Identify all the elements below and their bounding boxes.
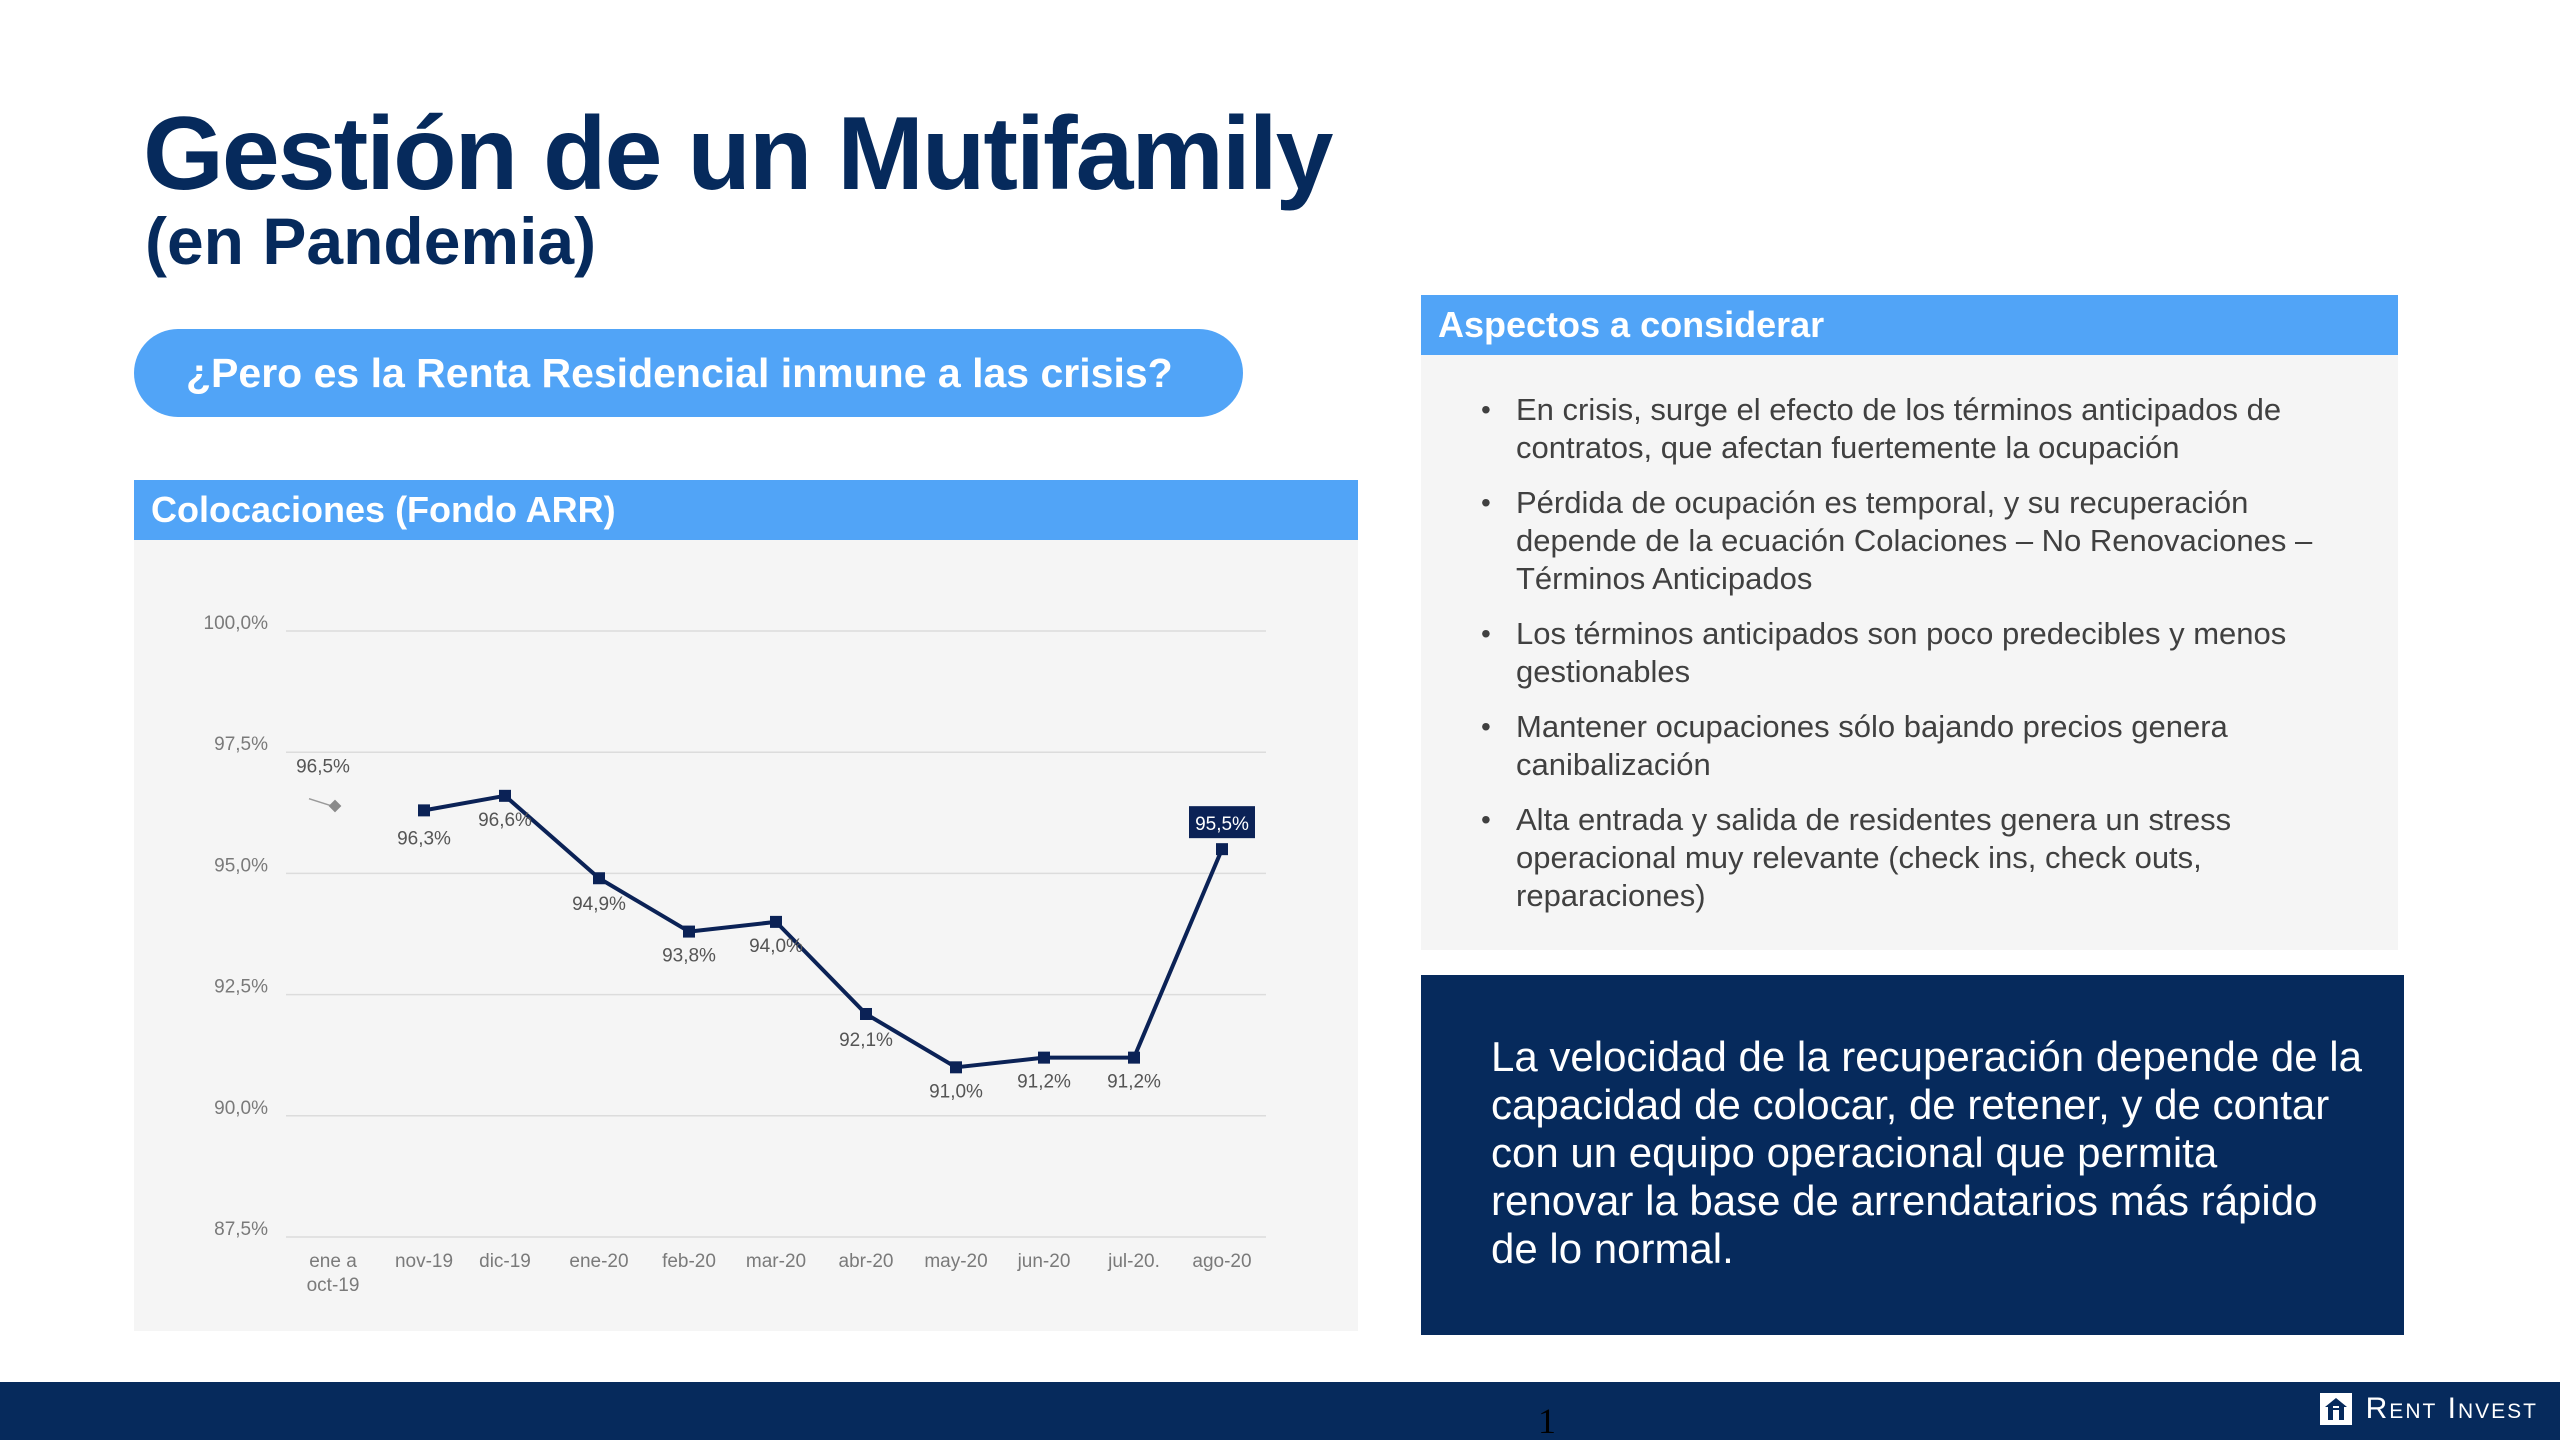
callout-text: La velocidad de la recuperación depende … (1491, 1033, 2362, 1272)
bullet-icon: • (1481, 394, 1491, 425)
aspects-item: • Alta entrada y salida de residentes gen… (1481, 802, 2232, 913)
x-tick-label: nov-19 (395, 1251, 453, 1272)
data-point (499, 789, 511, 802)
aspects-item: • En crisis, surge el efecto de los térmi… (1481, 392, 2282, 465)
data-point (328, 799, 342, 813)
x-tick-label: abr-20 (839, 1251, 894, 1272)
bullet-icon: • (1481, 618, 1491, 649)
data-label: 91,0% (929, 1081, 983, 1102)
x-tick-label: mar-20 (746, 1251, 806, 1272)
page-number: 1 (1538, 1401, 1556, 1441)
page-title: Gestión de un Mutifamily (143, 96, 1334, 212)
bullet-icon: • (1481, 804, 1491, 835)
callout-box: La velocidad de la recuperación depende … (1421, 975, 2404, 1335)
data-label: 94,9% (572, 894, 626, 915)
chart-header-label: Colocaciones (Fondo ARR) (151, 489, 616, 530)
leader-line (308, 797, 332, 807)
aspects-list: • En crisis, surge el efecto de los térmi… (1481, 391, 2361, 932)
data-point (950, 1061, 962, 1074)
chart-panel: 100,0% 97,5% 95,0% 92,5% 90,0% 87,5% ene a oct-… (134, 540, 1358, 1331)
aspects-item: • Mantener ocupaciones sólo bajando preci… (1481, 709, 2228, 782)
aspects-header: Aspectos a considerar (1421, 295, 2398, 355)
data-point (1038, 1051, 1050, 1064)
data-point (418, 804, 430, 817)
footer-bar (0, 1382, 2560, 1440)
y-tick-label: 90,0% (214, 1098, 268, 1119)
data-point (593, 872, 605, 885)
x-tick-label: jul-20. (1107, 1251, 1160, 1272)
data-point (1216, 843, 1228, 856)
y-tick-label: 97,5% (214, 734, 268, 755)
data-label: 94,0% (749, 936, 803, 957)
x-tick-label: dic-19 (479, 1251, 531, 1272)
data-point (683, 925, 695, 938)
house-icon (2319, 1393, 2352, 1425)
logo-text: Rent Invest (2365, 1392, 2538, 1425)
aspects-item: • Los términos anticipados son poco prede… (1481, 616, 2287, 689)
x-tick-label: feb-20 (662, 1251, 716, 1272)
data-label: 96,6% (478, 810, 532, 831)
data-label: 92,1% (839, 1030, 893, 1051)
bullet-icon: • (1481, 711, 1491, 742)
bullet-icon: • (1481, 487, 1491, 518)
company-logo: Rent Invest (2319, 1392, 2538, 1426)
data-label: 96,5% (296, 757, 350, 778)
data-point (1128, 1051, 1140, 1064)
question-text: ¿Pero es la Renta Residencial inmune a l… (186, 349, 1173, 396)
aspects-panel: • En crisis, surge el efecto de los térmi… (1421, 355, 2398, 950)
aspects-header-label: Aspectos a considerar (1438, 304, 1825, 345)
y-tick-label: 95,0% (214, 855, 268, 876)
x-tick-label: jun-20 (1017, 1251, 1071, 1272)
data-label: 91,2% (1017, 1072, 1071, 1093)
data-point (860, 1007, 872, 1020)
aspects-item: • Pérdida de ocupación es temporal, y su … (1481, 485, 2313, 596)
x-tick-label: may-20 (924, 1251, 987, 1272)
x-tick-label: ene-20 (569, 1251, 628, 1272)
page-subtitle: (en Pandemia) (145, 204, 597, 278)
data-point (770, 915, 782, 928)
x-tick-label: ago-20 (1192, 1251, 1251, 1272)
y-tick-label: 87,5% (214, 1219, 268, 1240)
data-label: 95,5% (1195, 814, 1249, 835)
x-tick-label: ene a (309, 1251, 357, 1272)
question-banner: ¿Pero es la Renta Residencial inmune a l… (134, 329, 1243, 417)
series-line (423, 793, 1224, 1070)
y-tick-label: 92,5% (214, 977, 268, 998)
occupancy-line-chart: 100,0% 97,5% 95,0% 92,5% 90,0% 87,5% ene a oct-… (204, 613, 1266, 1296)
y-tick-label: 100,0% (204, 613, 269, 634)
chart-header: Colocaciones (Fondo ARR) (134, 480, 1358, 540)
data-label: 91,2% (1107, 1072, 1161, 1093)
data-label: 96,3% (397, 828, 451, 849)
highlight-label-box (1189, 806, 1255, 839)
data-label: 93,8% (662, 946, 716, 967)
x-tick-label: oct-19 (307, 1275, 360, 1296)
